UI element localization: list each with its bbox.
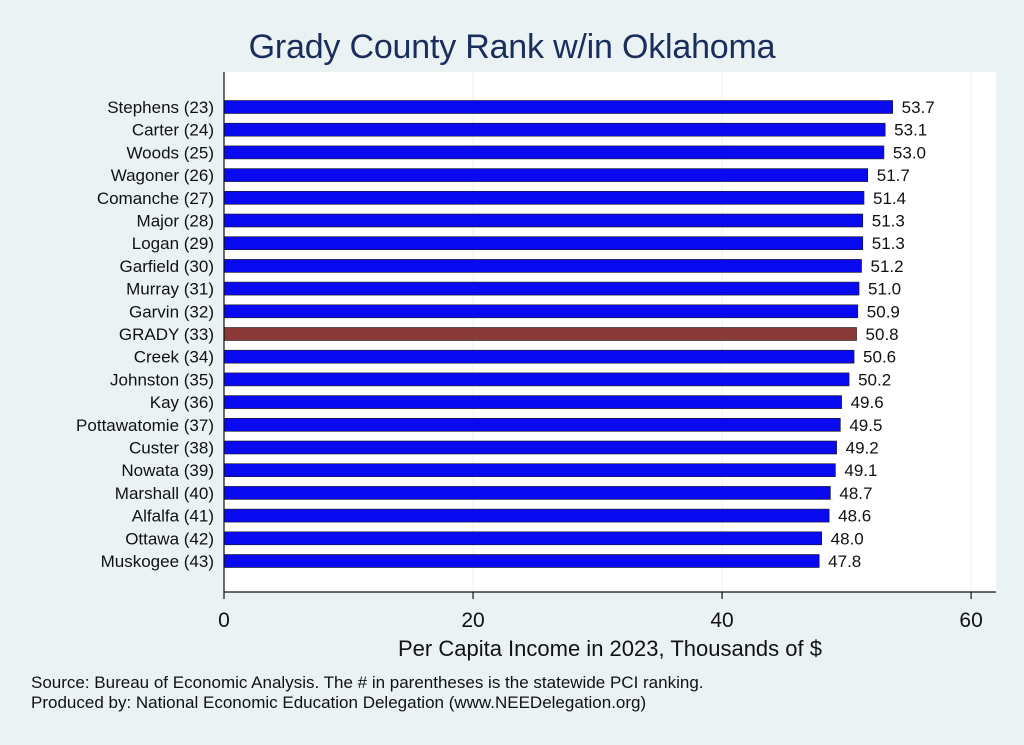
value-label-0: 53.7 bbox=[902, 98, 935, 117]
bar-0 bbox=[223, 100, 893, 114]
bar-10 bbox=[223, 327, 857, 341]
produced-by-line: Produced by: National Economic Education… bbox=[31, 693, 647, 712]
category-label-15: Custer (38) bbox=[129, 439, 214, 458]
value-label-17: 48.7 bbox=[839, 484, 872, 503]
bar-4 bbox=[223, 191, 865, 205]
value-label-2: 53.0 bbox=[893, 143, 926, 162]
chart-title: Grady County Rank w/in Oklahoma bbox=[248, 28, 776, 66]
value-label-19: 48.0 bbox=[831, 529, 864, 548]
bar-12 bbox=[223, 372, 850, 387]
bar-15 bbox=[223, 440, 837, 455]
value-label-12: 50.2 bbox=[858, 370, 891, 389]
value-label-6: 51.3 bbox=[872, 234, 905, 253]
value-label-15: 49.2 bbox=[846, 439, 879, 458]
bar-11 bbox=[223, 349, 855, 364]
bar-7 bbox=[223, 259, 862, 273]
value-label-3: 51.7 bbox=[877, 166, 910, 185]
category-label-9: Garvin (32) bbox=[129, 302, 214, 321]
bar-3 bbox=[223, 168, 869, 182]
value-label-18: 48.6 bbox=[838, 507, 871, 526]
x-tick-label-2: 40 bbox=[710, 609, 733, 632]
value-label-8: 51.0 bbox=[868, 280, 901, 299]
category-label-1: Carter (24) bbox=[132, 121, 214, 140]
category-label-5: Major (28) bbox=[137, 212, 214, 231]
value-label-11: 50.6 bbox=[863, 348, 896, 367]
source-line: Source: Bureau of Economic Analysis. The… bbox=[31, 673, 704, 692]
value-label-4: 51.4 bbox=[873, 189, 906, 208]
value-label-10: 50.8 bbox=[866, 325, 899, 344]
bar-14 bbox=[223, 417, 841, 432]
category-label-0: Stephens (23) bbox=[107, 98, 214, 117]
category-label-19: Ottawa (42) bbox=[125, 529, 214, 548]
bar-16 bbox=[223, 463, 836, 478]
bar-18 bbox=[223, 508, 830, 523]
value-label-7: 51.2 bbox=[871, 257, 904, 276]
category-label-17: Marshall (40) bbox=[115, 484, 214, 503]
bar-13 bbox=[223, 395, 842, 409]
value-label-5: 51.3 bbox=[872, 212, 905, 231]
category-label-20: Muskogee (43) bbox=[101, 552, 214, 571]
category-label-13: Kay (36) bbox=[150, 393, 214, 412]
category-label-3: Wagoner (26) bbox=[111, 166, 214, 185]
bar-8 bbox=[223, 281, 860, 296]
bar-9 bbox=[223, 304, 859, 319]
x-tick-label-3: 60 bbox=[959, 609, 982, 632]
value-label-14: 49.5 bbox=[849, 416, 882, 435]
value-label-1: 53.1 bbox=[894, 121, 927, 140]
category-label-2: Woods (25) bbox=[126, 143, 214, 162]
value-label-13: 49.6 bbox=[851, 393, 884, 412]
category-label-4: Comanche (27) bbox=[97, 189, 214, 208]
bar-20 bbox=[223, 554, 820, 568]
category-label-7: Garfield (30) bbox=[120, 257, 214, 276]
value-label-16: 49.1 bbox=[844, 461, 877, 480]
value-label-9: 50.9 bbox=[867, 302, 900, 321]
category-label-12: Johnston (35) bbox=[110, 370, 214, 389]
bar-19 bbox=[223, 531, 822, 546]
category-label-8: Murray (31) bbox=[126, 280, 214, 299]
bar-1 bbox=[223, 122, 886, 137]
bar-5 bbox=[223, 213, 864, 228]
category-label-11: Creek (34) bbox=[134, 348, 214, 367]
x-tick-label-1: 20 bbox=[461, 609, 484, 632]
category-label-16: Nowata (39) bbox=[121, 461, 214, 480]
category-label-6: Logan (29) bbox=[132, 234, 214, 253]
bar-2 bbox=[223, 145, 885, 160]
x-tick-label-0: 0 bbox=[218, 609, 230, 632]
source-note: Source: Bureau of Economic Analysis. The… bbox=[31, 673, 704, 713]
category-label-18: Alfalfa (41) bbox=[132, 507, 214, 526]
category-label-14: Pottawatomie (37) bbox=[76, 416, 214, 435]
value-label-20: 47.8 bbox=[828, 552, 861, 571]
bar-17 bbox=[223, 486, 831, 500]
category-label-10: GRADY (33) bbox=[119, 325, 214, 344]
x-axis-title: Per Capita Income in 2023, Thousands of … bbox=[398, 636, 822, 661]
bar-6 bbox=[223, 236, 864, 250]
